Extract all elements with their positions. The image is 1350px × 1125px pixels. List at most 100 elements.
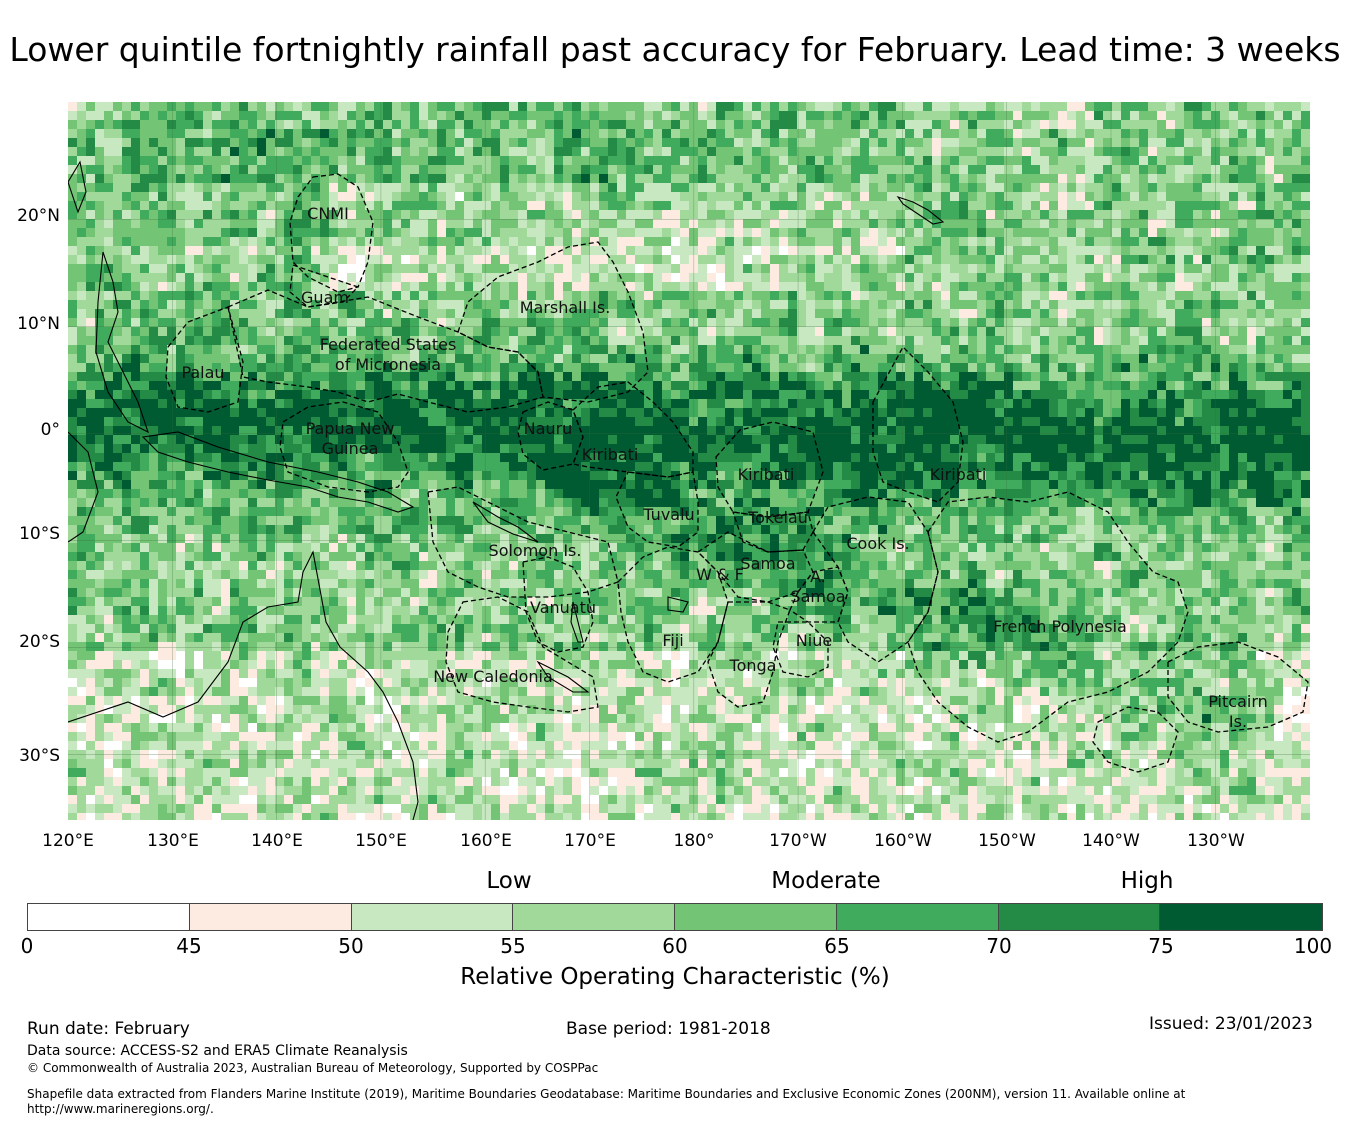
copyright: © Commonwealth of Australia 2023, Austra…: [27, 1061, 599, 1075]
eez-boundary: [457, 241, 649, 403]
lon-label-130w: 130°W: [1187, 831, 1245, 851]
region-label-samoa: Samoa: [740, 554, 795, 573]
eez-boundaries: [165, 173, 1309, 773]
lat-label-0: 0°: [40, 420, 60, 440]
coastlines: [68, 160, 945, 820]
eez-boundary: [165, 306, 244, 413]
colorbar-tick: 50: [338, 934, 364, 958]
map-panel[interactable]: CNMI Guam Marshall Is. Federated States of M…: [68, 102, 1310, 820]
legend-category-high: High: [1120, 868, 1174, 894]
region-label-french-polynesia: French Polynesia: [993, 617, 1127, 636]
colorbar-tick: 55: [500, 934, 526, 958]
lon-label-150w: 150°W: [978, 831, 1036, 851]
lat-label-20n: 20°N: [17, 206, 60, 226]
colorbar-segment-70-75: [998, 904, 1161, 930]
region-label-niue: Niue: [796, 631, 832, 650]
eez-boundary: [279, 401, 409, 493]
map-gridlines: [68, 102, 1310, 820]
eez-boundary: [707, 601, 791, 708]
region-label-guam: Guam: [301, 288, 349, 307]
colorbar-tick: 75: [1148, 934, 1174, 958]
lat-label-20s: 20°S: [19, 632, 60, 652]
shapefile-credit: Shapefile data extracted from Flanders M…: [27, 1087, 1186, 1101]
legend-category-low: Low: [486, 868, 532, 894]
region-label-kiribati-phoenix-: Kiribati: [738, 465, 795, 484]
lon-label-150e: 150°E: [355, 831, 407, 851]
legend-category-moderate: Moderate: [771, 868, 881, 894]
shapefile-url: http://www.marineregions.org/.: [27, 1102, 214, 1116]
eez-boundary: [772, 621, 829, 678]
colorbar-segment-55-60: [513, 904, 675, 930]
eez-boundary: [522, 556, 594, 653]
region-label-palau: Palau: [181, 363, 224, 382]
eez-boundary: [1167, 641, 1309, 733]
coastline-path: [896, 195, 945, 225]
lon-label-160w: 160°W: [874, 831, 932, 851]
colorbar-segment-75-100: [1160, 904, 1322, 930]
region-label-kiribati-line-: Kiribati: [930, 465, 987, 484]
coastline-path: [472, 501, 539, 543]
eez-boundary: [227, 289, 544, 413]
region-label-nauru: Nauru: [524, 419, 573, 438]
eez-boundary: [289, 173, 374, 293]
colorbar-tick: 0: [20, 934, 34, 958]
colorbar-tick: 100: [1293, 934, 1333, 958]
region-label-pitcairn-is-: Pitcairn Is.: [1208, 692, 1268, 731]
lon-label-180: 180°: [673, 831, 715, 851]
data-source: Data source: ACCESS-S2 and ERA5 Climate …: [27, 1043, 408, 1059]
region-label-w-f: W & F: [696, 565, 744, 584]
coastline-path: [68, 160, 87, 214]
chart-title: Lower quintile fortnightly rainfall past…: [9, 30, 1341, 69]
region-label-new-caledonia: New Caledonia: [433, 667, 553, 686]
eez-boundary: [907, 491, 1189, 743]
colorbar-tick: 65: [824, 934, 850, 958]
region-label-kiribati-gilbert-: Kiribati: [582, 445, 639, 464]
eez-boundary: [732, 511, 814, 553]
rainfall-accuracy-map[interactable]: CNMI Guam Marshall Is. Federated States of M…: [68, 102, 1310, 820]
coastline-path: [141, 431, 415, 513]
eez-boundary: [445, 596, 599, 713]
colorbar: [27, 903, 1323, 931]
region-label-a-samoa: A. Samoa: [790, 567, 845, 606]
colorbar-label: Relative Operating Characteristic (%): [460, 964, 890, 990]
lat-label-10s: 10°S: [19, 524, 60, 544]
coastline-path: [536, 660, 590, 693]
colorbar-segment-0-45: [28, 904, 190, 930]
lat-label-10n: 10°N: [17, 314, 60, 334]
lon-label-120e: 120°E: [42, 831, 94, 851]
eez-boundary: [1092, 706, 1179, 773]
colorbar-segment-65-70: [836, 904, 999, 930]
region-label-papua-new-guinea: Papua New Guinea: [306, 419, 395, 458]
colorbar-tick: 45: [176, 934, 202, 958]
region-label-marshall-is-: Marshall Is.: [520, 298, 611, 317]
region-label-fiji: Fiji: [662, 631, 683, 650]
lon-label-160e: 160°E: [460, 831, 512, 851]
colorbar-tick: 70: [986, 934, 1012, 958]
issued-date: Issued: 23/01/2023: [1149, 1014, 1313, 1034]
region-labels: CNMI Guam Marshall Is. Federated States of M…: [181, 204, 1267, 731]
lon-label-170e: 170°E: [564, 831, 616, 851]
colorbar-segment-50-55: [351, 904, 514, 930]
eez-boundary: [812, 496, 939, 663]
region-label-solomon-is-: Solomon Is.: [489, 541, 582, 560]
lat-label-30s: 30°S: [19, 746, 60, 766]
eez-boundary: [615, 471, 699, 548]
region-label-tokelau: Tokelau: [747, 508, 808, 527]
coastline-path: [68, 431, 99, 543]
coastline-path: [667, 596, 689, 613]
base-period: Base period: 1981-2018: [566, 1019, 771, 1039]
colorbar-segment-45-50: [189, 904, 352, 930]
colorbar-tick: 60: [662, 934, 688, 958]
lon-label-140w: 140°W: [1082, 831, 1140, 851]
eez-boundary: [517, 401, 584, 471]
region-label-tuvalu: Tuvalu: [642, 505, 694, 524]
lon-label-130e: 130°E: [147, 831, 199, 851]
colorbar-segment-60-65: [675, 904, 837, 930]
coastline-path: [68, 550, 419, 820]
roc-raster: [68, 102, 1310, 820]
region-label-cnmi: CNMI: [307, 204, 349, 223]
eez-boundary: [872, 345, 964, 503]
eez-boundary: [289, 264, 360, 308]
coastline-path: [570, 601, 584, 643]
region-label-tonga: Tonga: [729, 656, 777, 675]
